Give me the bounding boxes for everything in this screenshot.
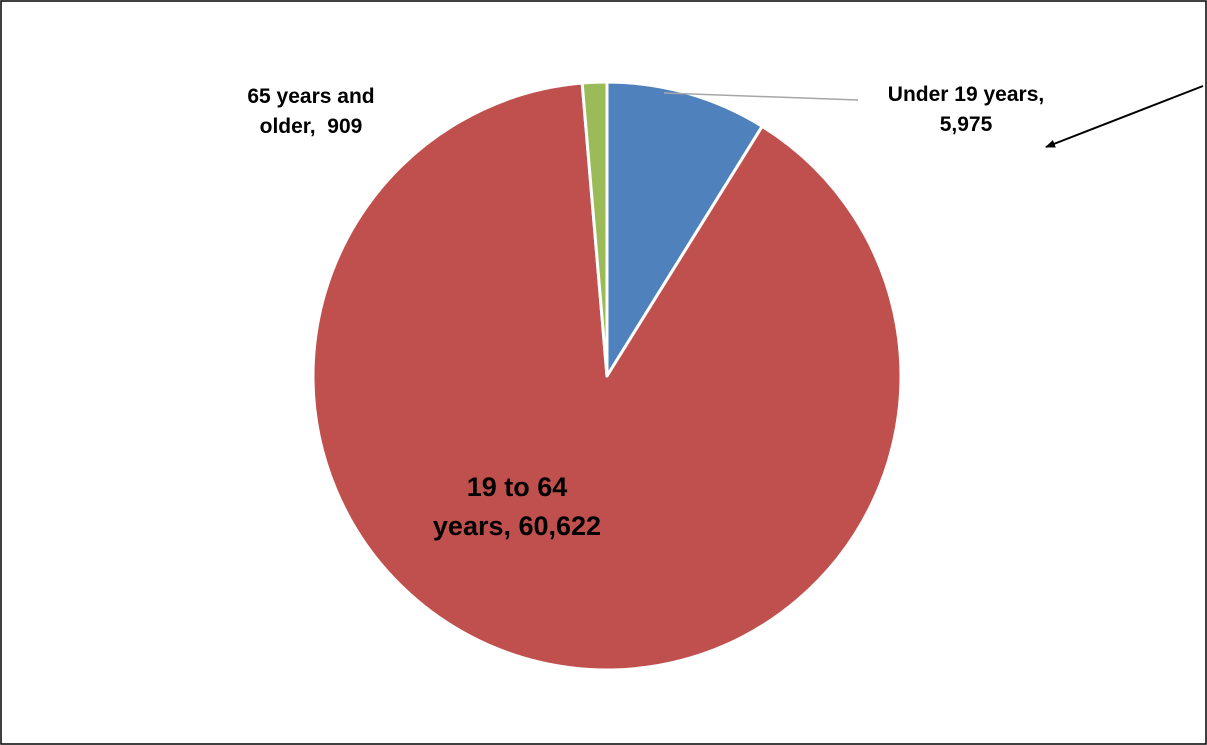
slice-data-label-line: years, 60,622 [433,511,601,541]
slice-data-label-2: 65 years and older, 909 [247,85,374,138]
annotation-arrow [1045,85,1204,148]
pie-slices [311,80,903,672]
slice-data-label-line: older, 909 [260,115,363,138]
pie-slice-2 [580,80,609,378]
slice-data-label-line: 5,975 [940,113,993,136]
slice-data-label-line: Under 19 years, [888,83,1044,106]
slice-data-label-line: 65 years and [247,85,374,108]
slice-data-label-1: 19 to 64 years, 60,622 [433,472,601,541]
slice-data-label-0: Under 19 years, 5,975 [888,83,1044,136]
slice-data-label-line: 19 to 64 [467,472,568,502]
pie-labels: Under 19 years, 5,975 19 to 64 years, 60,62… [247,83,1044,541]
label-leader-line [663,92,859,101]
